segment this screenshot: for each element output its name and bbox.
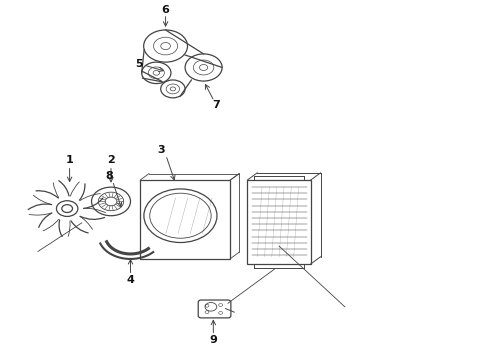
FancyArrowPatch shape (39, 213, 52, 228)
Text: 4: 4 (126, 275, 134, 285)
FancyArrowPatch shape (28, 204, 51, 210)
FancyArrowPatch shape (79, 184, 85, 200)
Bar (247, 180, 311, 264)
Text: 6: 6 (162, 5, 170, 15)
FancyArrowPatch shape (71, 182, 79, 196)
Bar (140, 180, 230, 258)
FancyArrowPatch shape (29, 213, 52, 215)
FancyArrowPatch shape (71, 221, 88, 233)
FancyArrowPatch shape (84, 198, 103, 208)
Text: 5: 5 (135, 59, 143, 68)
FancyArrowPatch shape (33, 195, 51, 204)
Text: 7: 7 (212, 100, 220, 110)
Text: 8: 8 (106, 171, 113, 181)
Text: 3: 3 (157, 145, 165, 155)
FancyArrowPatch shape (36, 191, 58, 198)
FancyArrowPatch shape (59, 220, 62, 237)
FancyArrowPatch shape (80, 216, 104, 220)
FancyArrowPatch shape (84, 208, 105, 213)
FancyArrowPatch shape (53, 183, 59, 198)
FancyArrowPatch shape (80, 194, 100, 201)
FancyArrowPatch shape (68, 221, 70, 237)
Text: 2: 2 (107, 156, 115, 165)
FancyArrowPatch shape (59, 181, 69, 196)
Text: 9: 9 (209, 335, 217, 345)
Text: 1: 1 (66, 156, 74, 165)
FancyArrowPatch shape (80, 216, 93, 229)
FancyArrowPatch shape (43, 219, 59, 231)
